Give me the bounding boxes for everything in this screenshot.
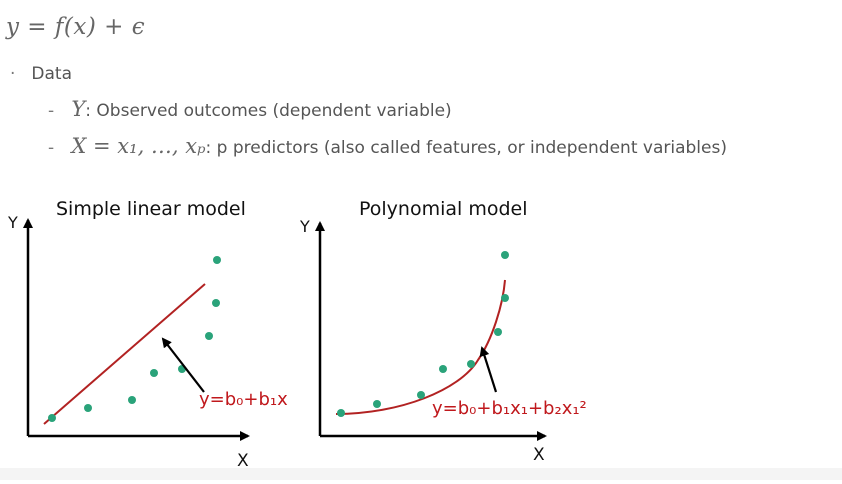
math-x: X = x₁, …, xₚ xyxy=(71,134,206,158)
data-point xyxy=(84,404,92,412)
data-point xyxy=(373,400,381,408)
data-point xyxy=(501,294,509,302)
dash-icon: - xyxy=(48,138,55,158)
data-point xyxy=(212,299,220,307)
item-x-text: : p predictors (also called features, or… xyxy=(205,138,727,158)
linear-model-panel: Simple linear model Y X y=b₀+b₁x xyxy=(7,198,288,471)
data-point xyxy=(205,332,213,340)
polynomial-model-panel: Polynomial model Y X y=b₀+b₁x₁+b₂x₁² xyxy=(299,198,587,465)
models-illustration: Simple linear model Y X y=b₀+b₁x Polynom… xyxy=(7,198,587,471)
data-point xyxy=(213,256,221,264)
linear-x-label: X xyxy=(237,451,249,471)
data-point xyxy=(337,409,345,417)
math-y: Y xyxy=(71,97,86,121)
data-bullet: · Data xyxy=(10,64,72,84)
polynomial-equation: y=b₀+b₁x₁+b₂x₁² xyxy=(432,398,587,419)
data-point xyxy=(150,369,158,377)
model-formula: y = f(x) + ϵ xyxy=(6,14,146,40)
linear-equation-pointer xyxy=(161,337,205,393)
polynomial-model-title: Polynomial model xyxy=(359,198,528,220)
data-point xyxy=(48,414,56,422)
data-point xyxy=(467,360,475,368)
linear-model-title: Simple linear model xyxy=(56,198,246,220)
item-y-text: : Observed outcomes (dependent variable) xyxy=(85,101,452,121)
data-bullet-label: Data xyxy=(31,64,72,84)
data-point xyxy=(417,391,425,399)
linear-equation: y=b₀+b₁x xyxy=(199,389,288,410)
polynomial-equation-pointer xyxy=(479,346,498,393)
data-point xyxy=(494,328,502,336)
data-point xyxy=(128,396,136,404)
data-point xyxy=(501,251,509,259)
polynomial-fit-curve xyxy=(335,279,506,415)
data-point xyxy=(439,365,447,373)
list-item-y: - Y: Observed outcomes (dependent variab… xyxy=(48,97,452,121)
linear-y-label: Y xyxy=(7,213,18,232)
linear-fit-line xyxy=(43,283,206,425)
list-item-x: - X = x₁, …, xₚ: p predictors (also call… xyxy=(48,134,727,158)
polynomial-y-label: Y xyxy=(299,217,310,236)
bottom-strip xyxy=(0,468,842,480)
bullet-dot-icon: · xyxy=(10,64,16,84)
model-figure: Simple linear model Y X y=b₀+b₁x Polynom… xyxy=(0,190,842,480)
dash-icon: - xyxy=(48,101,55,121)
polynomial-x-label: X xyxy=(533,445,545,465)
